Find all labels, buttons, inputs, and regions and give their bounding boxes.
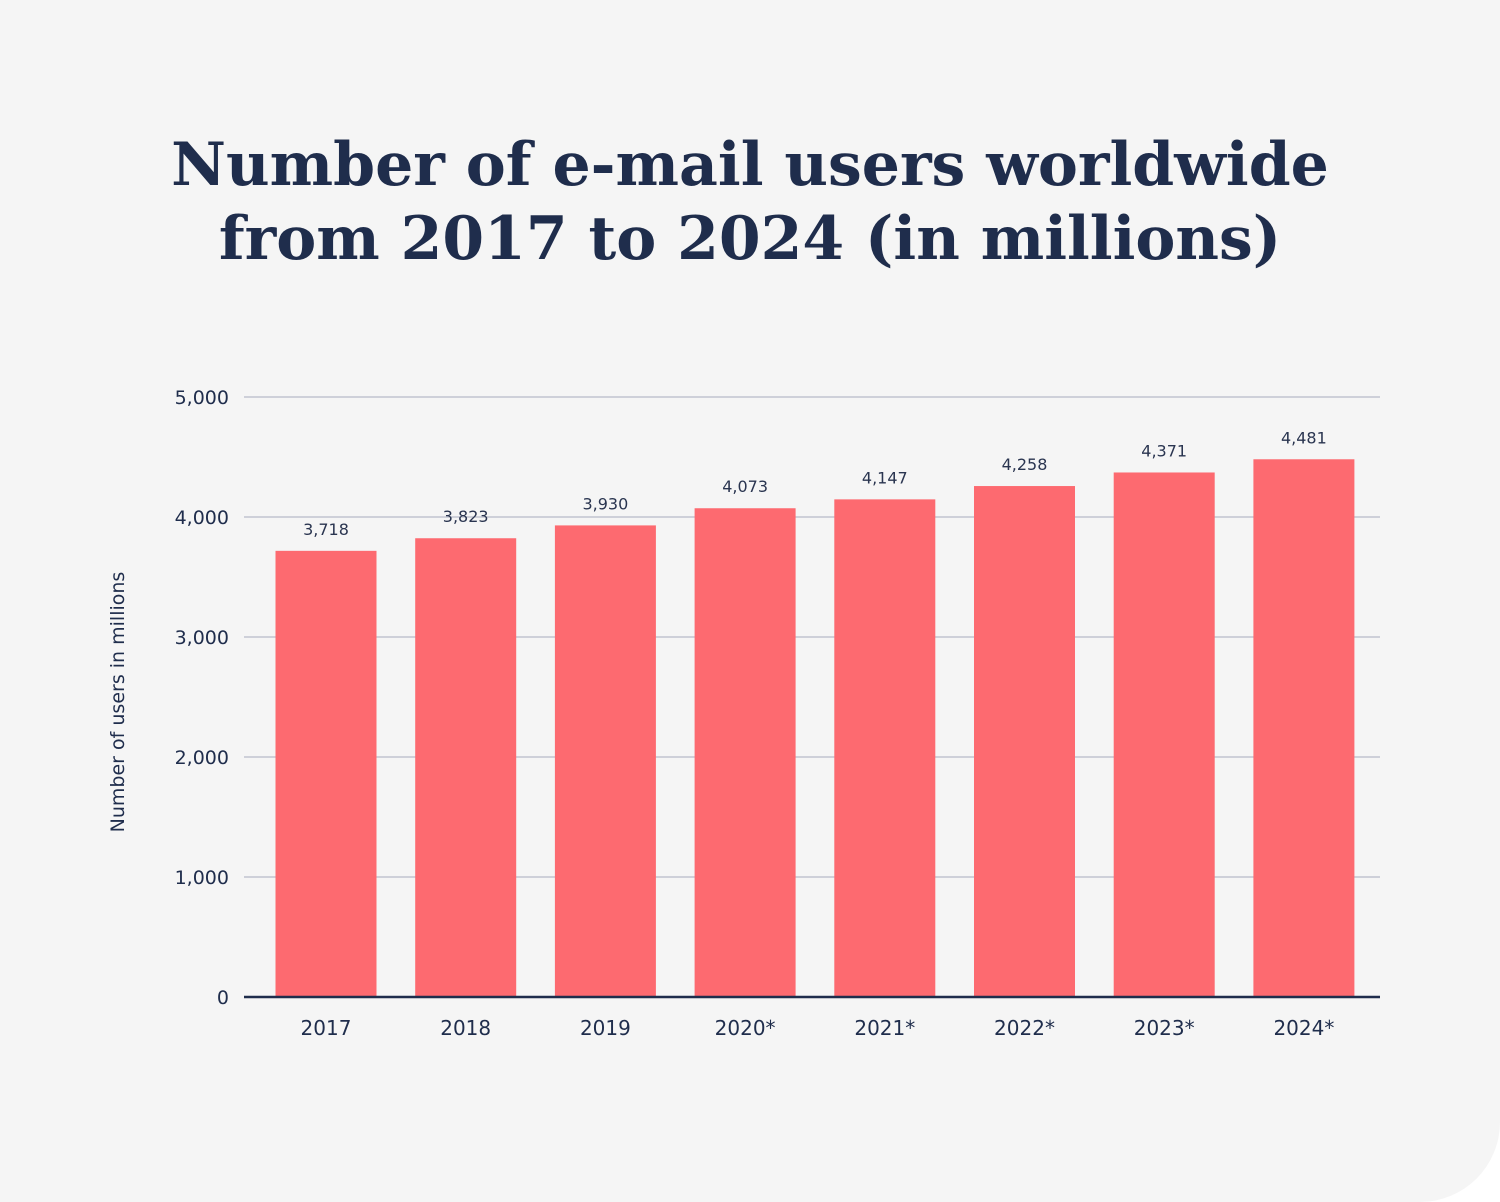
y-axis-title: Number of users in millions	[107, 572, 129, 833]
y-tick-label: 5,000	[175, 387, 229, 409]
data-labels: 3,718 3,823 3,930 4,073 4,147 4,258 4,371 4,481	[303, 428, 1327, 539]
y-tick-label: 2,000	[175, 747, 229, 769]
bar	[554, 525, 656, 997]
bar	[834, 499, 936, 997]
x-tick-labels: 2017 2018 2019 2020* 2021* 2022* 2023* 2024*	[301, 1016, 1335, 1040]
x-tick-label: 2019	[580, 1016, 631, 1040]
data-label: 4,073	[722, 477, 768, 496]
chart-title-line-1: Number of e-mail users worldwide	[171, 130, 1329, 200]
x-tick-label: 2023*	[1134, 1016, 1195, 1040]
chart-title-line-2: from 2017 to 2024 (in millions)	[218, 204, 1282, 274]
x-tick-label: 2020*	[715, 1016, 776, 1040]
chart-title: Number of e-mail users worldwide from 20…	[0, 128, 1500, 276]
bar	[275, 550, 377, 997]
data-label: 4,481	[1281, 428, 1327, 447]
bar	[694, 508, 796, 997]
bar	[415, 538, 517, 997]
x-tick-label: 2017	[301, 1016, 352, 1040]
x-tick-label: 2021*	[854, 1016, 915, 1040]
data-label: 4,258	[1002, 455, 1048, 474]
x-tick-label: 2022*	[994, 1016, 1055, 1040]
data-label: 3,823	[443, 507, 489, 526]
bar	[974, 486, 1075, 997]
data-label: 3,930	[582, 494, 628, 513]
data-label: 3,718	[303, 520, 349, 539]
bars	[275, 459, 1355, 998]
y-tick-label: 0	[217, 987, 229, 1009]
bar	[1113, 472, 1215, 998]
y-tick-label: 1,000	[175, 867, 229, 889]
y-tick-labels: 0 1,000 2,000 3,000 4,000 5,000	[175, 387, 229, 1009]
data-label: 4,147	[862, 468, 908, 487]
x-tick-label: 2024*	[1273, 1016, 1334, 1040]
x-tick-label: 2018	[440, 1016, 491, 1040]
y-tick-label: 4,000	[175, 507, 229, 529]
data-label: 4,371	[1141, 441, 1187, 460]
y-tick-label: 3,000	[175, 627, 229, 649]
bar	[1253, 459, 1355, 997]
